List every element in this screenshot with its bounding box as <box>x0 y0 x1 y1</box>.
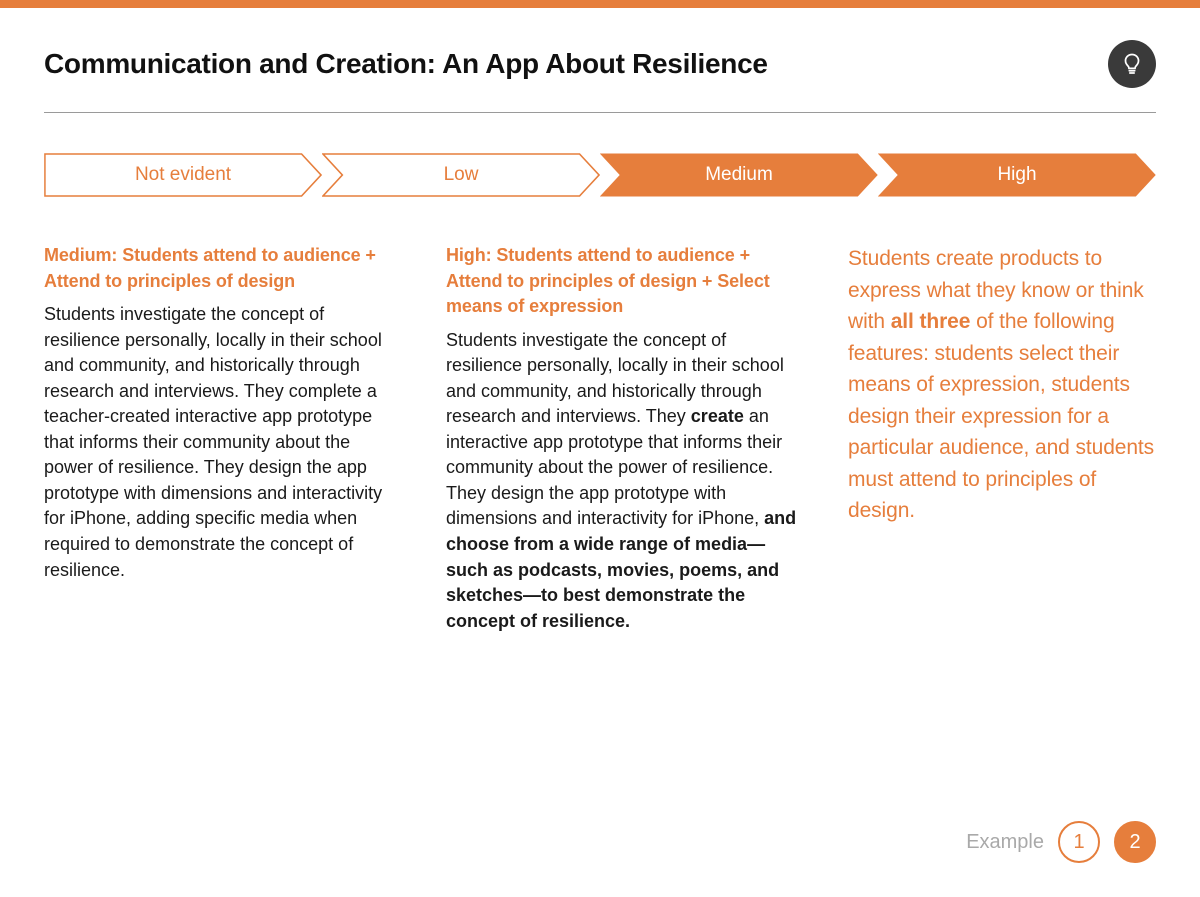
scale-label: Medium <box>705 164 773 186</box>
text: of the following features: students sele… <box>848 310 1154 522</box>
column-body: Students investigate the concept of resi… <box>446 328 806 635</box>
scale-label: High <box>997 164 1036 186</box>
column-heading: Medium: Students attend to audience + At… <box>44 243 404 294</box>
lightbulb-icon <box>1108 40 1156 88</box>
scale-step-high[interactable]: High <box>878 153 1156 197</box>
header: Communication and Creation: An App About… <box>44 40 1156 88</box>
scale-step-medium[interactable]: Medium <box>600 153 878 197</box>
divider <box>44 112 1156 113</box>
scale-label: Low <box>444 164 479 186</box>
text-bold: create <box>691 406 744 426</box>
example-pager: Example 1 2 <box>966 821 1156 863</box>
column-summary: Students create products to express what… <box>848 243 1156 634</box>
text-bold: all three <box>891 310 971 333</box>
page-title: Communication and Creation: An App About… <box>44 48 768 80</box>
pager-page-2[interactable]: 2 <box>1114 821 1156 863</box>
scale-step-low[interactable]: Low <box>322 153 600 197</box>
pager-page-1[interactable]: 1 <box>1058 821 1100 863</box>
scale-label: Not evident <box>135 164 231 186</box>
column-medium: Medium: Students attend to audience + At… <box>44 243 404 634</box>
column-high: High: Students attend to audience + Atte… <box>446 243 806 634</box>
column-heading: High: Students attend to audience + Atte… <box>446 243 806 320</box>
content-columns: Medium: Students attend to audience + At… <box>44 243 1156 634</box>
scale-step-not-evident[interactable]: Not evident <box>44 153 322 197</box>
pager-label: Example <box>966 831 1044 854</box>
summary-text: Students create products to express what… <box>848 243 1156 527</box>
column-body: Students investigate the concept of resi… <box>44 302 404 583</box>
rating-scale: Not evident Low Medium High <box>44 153 1156 197</box>
